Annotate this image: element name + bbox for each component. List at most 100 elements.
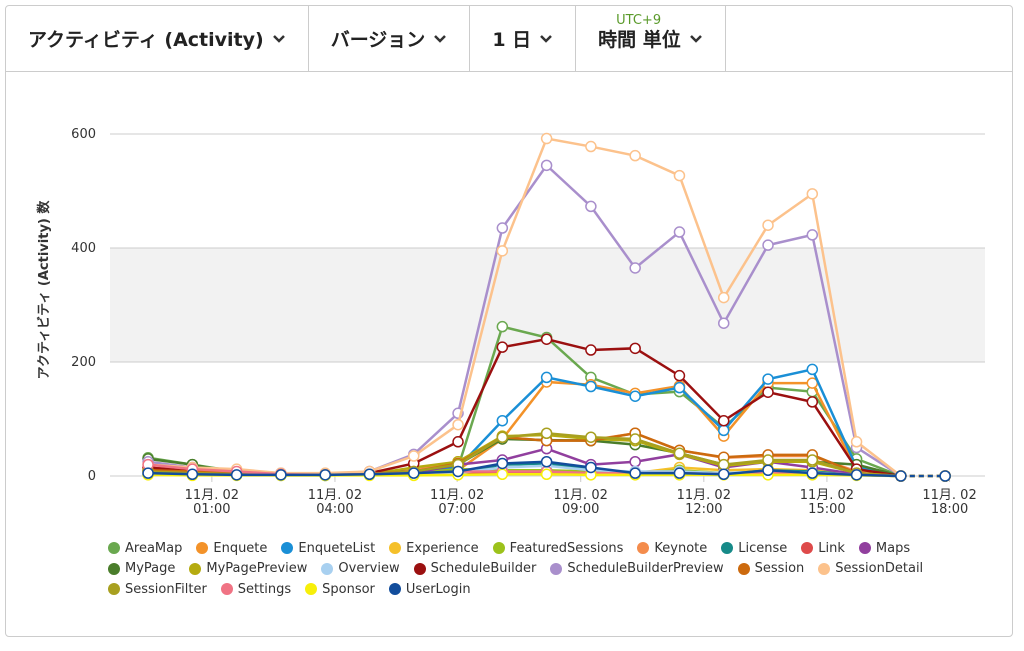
y-tick-label: 400	[71, 241, 96, 256]
legend-swatch	[492, 542, 505, 555]
legend-swatch	[321, 562, 334, 575]
legend-swatch	[721, 542, 734, 555]
toolbar-dropdown[interactable]: 1 日	[470, 6, 577, 71]
toolbar-dropdown[interactable]: バージョン	[309, 6, 471, 71]
data-point	[275, 469, 287, 481]
data-point	[496, 431, 509, 443]
legend-label: Overview	[338, 561, 400, 577]
data-point	[939, 470, 951, 482]
data-point	[496, 468, 509, 481]
data-point	[762, 464, 774, 477]
data-point	[585, 461, 597, 474]
legend-swatch	[413, 562, 426, 575]
legend-swatch	[737, 562, 750, 575]
legend-item[interactable]: FeaturedSessions	[492, 538, 623, 559]
data-point	[585, 140, 597, 153]
x-tick-label: 11月. 02 12:00	[676, 488, 731, 517]
data-point	[762, 386, 774, 398]
x-tick-label: 11月. 02 04:00	[307, 488, 363, 517]
legend-label: SessionFilter	[125, 581, 207, 597]
data-point	[540, 427, 553, 439]
dropdown-label: 時間 単位	[598, 29, 681, 51]
toolbar: アクティビティ (Activity) バージョン 1 日 時間 単位 UTC+9	[6, 6, 1012, 72]
legend-label: Enquete	[213, 540, 268, 556]
legend-item[interactable]: Overview	[321, 559, 400, 580]
legend-item[interactable]: UserLogin	[388, 579, 471, 600]
toolbar-dropdown[interactable]: 時間 単位 UTC+9	[576, 6, 726, 71]
x-tick-label: 11月. 02 15:00	[799, 488, 855, 517]
legend-swatch	[189, 562, 202, 575]
legend-label: License	[738, 540, 788, 556]
data-point	[540, 159, 553, 172]
data-point	[806, 229, 819, 241]
legend-label: MyPagePreview	[206, 561, 308, 577]
legend-swatch	[389, 542, 402, 555]
data-point	[629, 433, 641, 445]
data-point	[319, 469, 331, 481]
legend-item[interactable]: Link	[801, 538, 845, 559]
series-line	[148, 137, 902, 477]
toolbar-dropdown[interactable]: アクティビティ (Activity)	[6, 6, 309, 71]
legend-item[interactable]: ScheduleBuilder	[413, 559, 536, 580]
data-point	[673, 169, 686, 182]
data-point	[629, 342, 641, 355]
data-point	[717, 458, 730, 471]
y-axis-label: アクティビティ (Activity) 数	[36, 200, 52, 380]
legend-swatch	[637, 542, 650, 555]
x-tick-label: 11月. 02 07:00	[429, 488, 485, 517]
legend-label: UserLogin	[405, 581, 471, 597]
data-point	[717, 424, 730, 437]
legend-item[interactable]: Enquete	[196, 538, 267, 559]
data-point	[408, 467, 420, 479]
data-point	[806, 467, 819, 479]
legend-label: Maps	[875, 540, 911, 556]
data-point	[762, 373, 774, 385]
legend-item[interactable]: EnqueteList	[281, 538, 375, 559]
data-point	[673, 447, 686, 459]
legend-label: Link	[818, 540, 845, 556]
data-point	[850, 469, 863, 481]
legend-item[interactable]: MyPagePreview	[189, 559, 307, 580]
legend-item[interactable]: Settings	[220, 579, 292, 600]
data-point	[496, 414, 509, 427]
data-point	[673, 381, 686, 394]
legend-swatch	[281, 542, 294, 555]
chevron	[272, 34, 285, 43]
legend-item[interactable]: ScheduleBuilderPreview	[550, 559, 724, 580]
legend-item[interactable]: SessionDetail	[818, 559, 923, 580]
legend-item[interactable]: License	[721, 538, 787, 559]
legend-label: SessionDetail	[835, 561, 924, 577]
data-point	[452, 436, 464, 448]
data-point	[363, 468, 376, 481]
data-point	[585, 200, 597, 213]
data-point	[540, 468, 553, 481]
legend-item[interactable]: SessionFilter	[108, 579, 207, 600]
legend-item[interactable]: MyPage	[108, 559, 175, 580]
chevron-path	[272, 34, 285, 43]
data-point	[540, 333, 553, 345]
data-point	[452, 465, 464, 478]
legend-label: ScheduleBuilderPreview	[567, 561, 724, 577]
data-point	[806, 396, 819, 408]
legend-swatch	[305, 583, 318, 596]
dropdown-label: アクティビティ (Activity)	[28, 29, 264, 51]
legend-swatch	[388, 583, 401, 596]
legend-item[interactable]: AreaMap	[108, 538, 182, 559]
legend-swatch	[858, 542, 871, 555]
legend-label: Experience	[406, 540, 479, 556]
data-point	[452, 418, 464, 431]
legend-item[interactable]: Keynote	[637, 538, 707, 559]
data-point	[540, 371, 553, 384]
legend-item[interactable]: Experience	[389, 538, 479, 559]
panel: アクティビティ (Activity) バージョン 1 日 時間 単位 UTC+9	[5, 5, 1013, 637]
legend-swatch	[108, 562, 120, 575]
legend-label: Settings	[237, 581, 292, 597]
data-point	[496, 457, 509, 470]
legend-item[interactable]: Sponsor	[305, 579, 375, 600]
legend-item[interactable]: Maps	[858, 538, 911, 559]
legend-item[interactable]: Session	[737, 559, 804, 580]
data-point	[717, 317, 730, 329]
data-point	[850, 436, 863, 448]
dropdown-label: バージョン	[330, 29, 426, 51]
